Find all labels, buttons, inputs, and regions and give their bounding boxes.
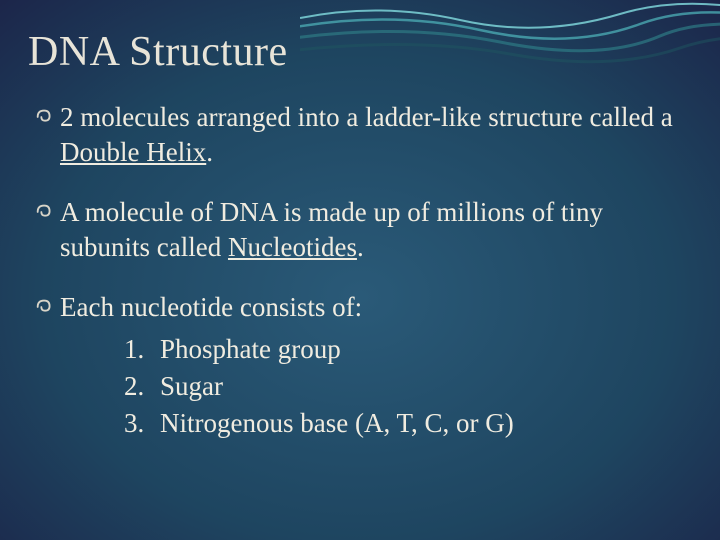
sublist-number: 1. [124, 331, 160, 368]
swirl-bullet-icon [34, 201, 56, 223]
slide-title: DNA Structure [28, 28, 288, 76]
bullet-text: Each nucleotide consists of: [60, 290, 680, 325]
sublist-item: 2. Sugar [124, 368, 680, 405]
sublist-item: 1. Phosphate group [124, 331, 680, 368]
bullet-item: 2 molecules arranged into a ladder-like … [34, 100, 680, 169]
bullet-pre: 2 molecules arranged into a ladder-like … [60, 102, 673, 132]
sublist-number: 3. [124, 405, 160, 442]
sublist-text: Phosphate group [160, 331, 680, 368]
bullet-text: A molecule of DNA is made up of millions… [60, 195, 680, 264]
bullet-underlined: Nucleotides [228, 232, 357, 262]
bullet-post: . [206, 137, 213, 167]
sublist-text: Nitrogenous base (A, T, C, or G) [160, 405, 680, 442]
wave-decoration [300, 0, 720, 80]
sublist-item: 3. Nitrogenous base (A, T, C, or G) [124, 405, 680, 442]
bullet-pre: Each nucleotide consists of: [60, 292, 362, 322]
sublist-text: Sugar [160, 368, 680, 405]
bullet-item: Each nucleotide consists of: [34, 290, 680, 325]
numbered-sublist: 1. Phosphate group 2. Sugar 3. Nitrogeno… [124, 331, 680, 443]
bullet-text: 2 molecules arranged into a ladder-like … [60, 100, 680, 169]
bullet-item: A molecule of DNA is made up of millions… [34, 195, 680, 264]
bullet-post: . [357, 232, 364, 262]
bullet-underlined: Double Helix [60, 137, 206, 167]
slide-content: 2 molecules arranged into a ladder-like … [34, 100, 680, 442]
swirl-bullet-icon [34, 296, 56, 318]
slide-container: DNA Structure 2 molecules arranged into … [0, 0, 720, 540]
sublist-number: 2. [124, 368, 160, 405]
swirl-bullet-icon [34, 106, 56, 128]
